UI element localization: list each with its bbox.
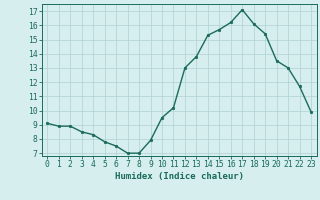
X-axis label: Humidex (Indice chaleur): Humidex (Indice chaleur) [115,172,244,181]
